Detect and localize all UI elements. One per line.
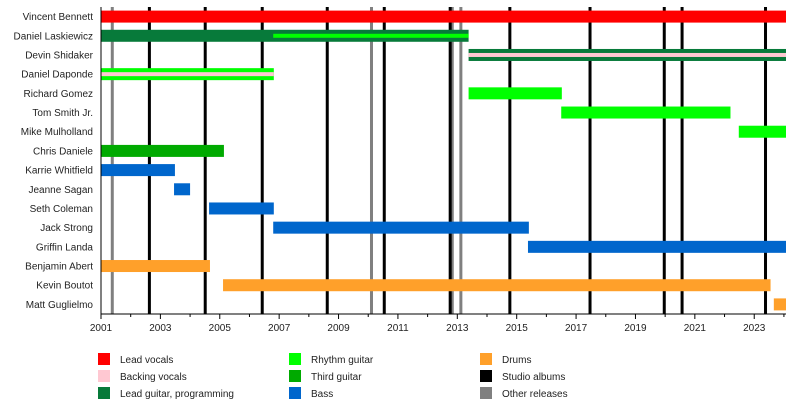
member-label: Jeanne Sagan	[28, 185, 93, 196]
member-bar	[738, 125, 786, 138]
member-label: Matt Guglielmo	[26, 300, 94, 311]
member-bar	[209, 202, 274, 215]
member-bar	[468, 87, 562, 100]
member-label: Tom Smith Jr.	[32, 108, 93, 119]
member-bar	[223, 279, 771, 292]
member-label: Griffin Landa	[36, 242, 94, 253]
x-tick-label: 2009	[327, 323, 350, 334]
member-bar	[101, 164, 175, 177]
legend-swatch	[289, 353, 301, 365]
member-label: Daniel Daponde	[21, 70, 93, 81]
legend-label: Other releases	[502, 389, 568, 400]
member-label: Seth Coleman	[30, 204, 93, 215]
member-bar	[101, 10, 786, 23]
legend-swatch	[98, 353, 110, 365]
legend-swatch	[480, 353, 492, 365]
legend-swatch	[480, 370, 492, 382]
x-tick-label: 2017	[565, 323, 588, 334]
member-bar	[527, 240, 786, 253]
member-label: Chris Daniele	[33, 146, 93, 157]
member-label: Jack Strong	[40, 223, 93, 234]
x-tick-label: 2007	[268, 323, 291, 334]
x-tick-label: 2013	[446, 323, 469, 334]
x-tick-label: 2015	[506, 323, 529, 334]
member-label: Devin Shidaker	[25, 50, 93, 61]
member-bar	[101, 260, 210, 273]
member-bar	[773, 298, 786, 311]
x-tick-label: 2003	[149, 323, 172, 334]
legend-label: Rhythm guitar	[311, 355, 374, 366]
x-tick-label: 2021	[684, 323, 707, 334]
role-stripe	[101, 72, 274, 77]
x-tick-label: 2023	[743, 323, 766, 334]
x-tick-label: 2005	[209, 323, 232, 334]
legend-swatch	[480, 387, 492, 399]
x-axis: 2001 2003 2005 2007 2009 2011 2013 2015 2017 2019…	[90, 7, 786, 334]
role-stripe	[273, 33, 469, 38]
legend-label: Bass	[311, 389, 333, 400]
member-labels: Vincent Bennett Daniel Laskiewicz Devin Sh…	[14, 12, 94, 311]
x-tick-label: 2001	[90, 323, 113, 334]
member-label: Benjamin Abert	[25, 262, 93, 273]
x-tick-label: 2011	[387, 323, 409, 334]
member-label: Daniel Laskiewicz	[14, 31, 93, 42]
legend: Lead vocals Backing vocals Lead guitar, pr…	[98, 353, 568, 400]
legend-swatch	[289, 370, 301, 382]
member-label: Mike Mulholland	[21, 127, 93, 138]
legend-label: Lead vocals	[120, 355, 173, 366]
member-bar	[101, 144, 224, 157]
x-tick-label: 2019	[624, 323, 647, 334]
legend-label: Lead guitar, programming	[120, 389, 234, 400]
legend-swatch	[289, 387, 301, 399]
legend-swatch	[98, 370, 110, 382]
legend-label: Drums	[502, 355, 531, 366]
legend-label: Backing vocals	[120, 372, 187, 383]
role-stripe	[468, 52, 786, 57]
member-bar	[561, 106, 731, 119]
legend-label: Studio albums	[502, 372, 565, 383]
member-bar	[273, 221, 529, 234]
member-label: Vincent Bennett	[23, 12, 94, 23]
member-label: Karrie Whitfield	[25, 166, 93, 177]
member-bar	[174, 183, 191, 196]
member-bars	[101, 10, 786, 311]
member-label: Richard Gomez	[24, 89, 93, 100]
member-label: Kevin Boutot	[36, 281, 93, 292]
legend-swatch	[98, 387, 110, 399]
legend-label: Third guitar	[311, 372, 362, 383]
